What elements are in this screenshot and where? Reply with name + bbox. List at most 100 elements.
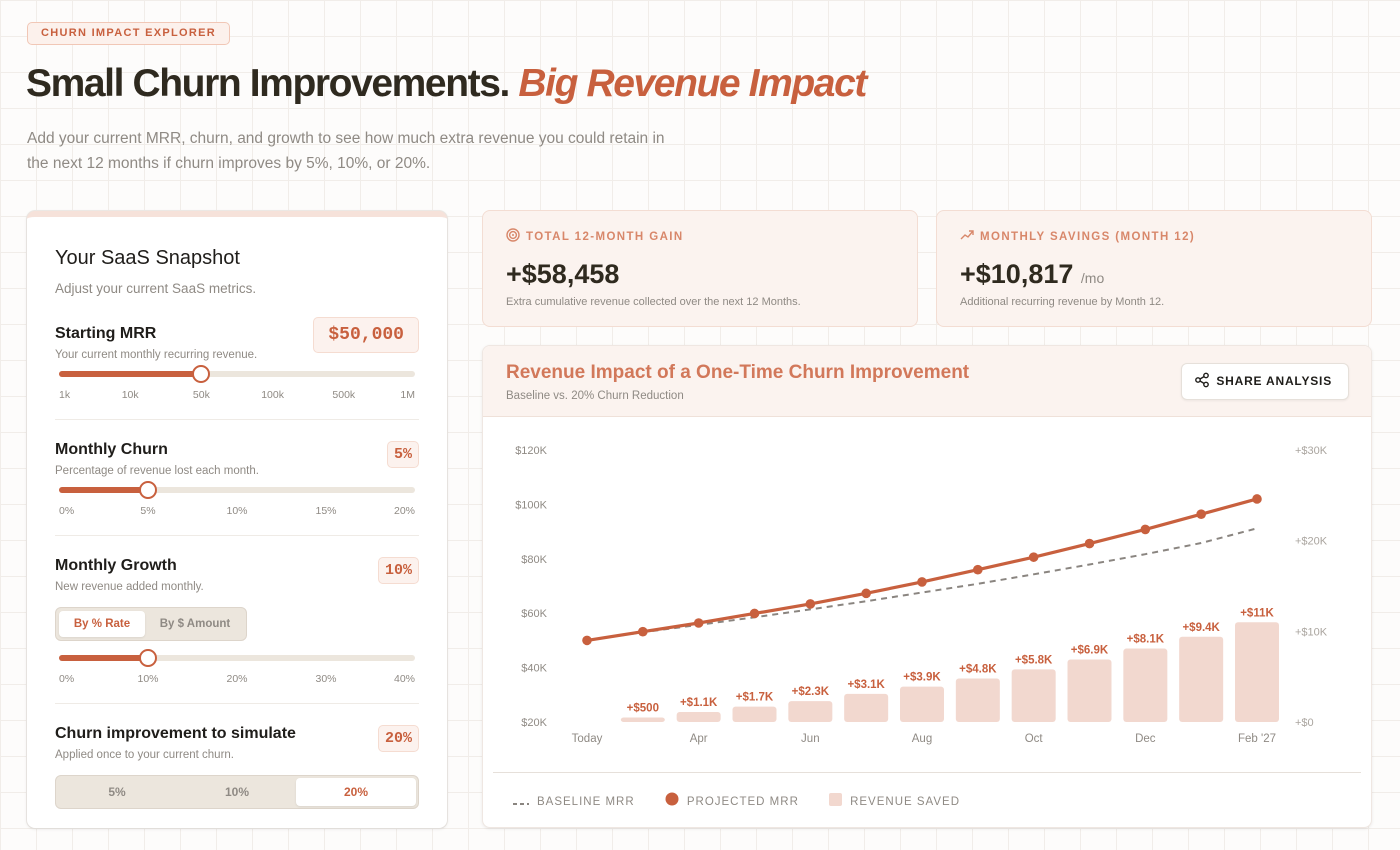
monthly-savings-amount: +$10,817 [960, 259, 1074, 289]
mrr-slider-thumb[interactable] [192, 365, 211, 383]
improvement-value: 20% [377, 725, 419, 752]
y-axis-left-tick: $40K [521, 663, 547, 675]
growth-value[interactable]: 10% [377, 557, 419, 584]
x-axis-tick: Feb '27 [1238, 733, 1276, 745]
legend-saved-swatch [829, 793, 843, 806]
revenue-saved-bar [1235, 622, 1279, 722]
improvement-desc: Applied once to your current churn. [55, 749, 234, 761]
projected-mrr-point [749, 608, 760, 619]
legend-projected-swatch [665, 792, 679, 806]
slider-tick-label: 5% [140, 505, 156, 517]
revenue-saved-bar [1179, 636, 1224, 722]
page-subtitle: Add your current MRR, churn, and growth … [27, 130, 665, 172]
churn-slider[interactable] [59, 481, 415, 499]
churn-metric: Monthly Churn Percentage of revenue lost… [55, 441, 419, 477]
revenue-saved-bar [676, 712, 721, 722]
bar-data-label: +$4.8K [959, 663, 997, 675]
revenue-saved-bar [1123, 648, 1168, 722]
x-axis-tick: Today [572, 733, 603, 745]
projected-mrr-point [693, 618, 704, 628]
bar-data-label: +$9.4K [1182, 622, 1220, 634]
projected-mrr-point [1140, 524, 1151, 535]
monthly-savings-desc: Additional recurring revenue by Month 12… [960, 296, 1165, 308]
slider-tick-label: 0% [59, 505, 75, 517]
projected-mrr-point [973, 564, 983, 575]
churn-desc: Percentage of revenue lost each month. [55, 465, 259, 477]
mrr-slider-fill [59, 371, 202, 377]
mrr-metric: Starting MRR Your current monthly recurr… [55, 317, 419, 361]
churn-slider-thumb[interactable] [139, 481, 157, 499]
mrr-label: Starting MRR [55, 325, 157, 342]
improvement-option-20[interactable]: 20% [296, 778, 416, 806]
growth-mode-toggle: By % Rate By $ Amount [55, 607, 247, 641]
improvement-metric: Churn improvement to simulate Applied on… [55, 725, 419, 761]
growth-metric: Monthly Growth New revenue added monthly… [55, 557, 419, 593]
slider-tick-label: 500k [332, 389, 356, 401]
monthly-savings-label: MONTHLY SAVINGS (MONTH 12) [960, 228, 1195, 243]
x-axis-tick: Oct [1025, 733, 1044, 745]
toggle-by-rate[interactable]: By % Rate [59, 611, 145, 637]
revenue-saved-bar [900, 686, 944, 722]
mrr-ticks: 1k 10k 50k 100k 500k 1M [59, 389, 415, 403]
projected-mrr-line [586, 497, 1258, 642]
bar-data-label: +$500 [627, 702, 659, 714]
bar-data-label: +$5.8K [1015, 654, 1053, 666]
x-axis-tick: Jun [801, 733, 820, 745]
legend-saved: REVENUE SAVED [829, 793, 960, 808]
growth-ticks: 0% 10% 20% 30% 40% [59, 673, 415, 687]
legend-projected-label: PROJECTED MRR [686, 796, 799, 808]
chart-legend: BASELINE MRR PROJECTED MRR REVENUE SAVED [513, 792, 986, 808]
revenue-saved-bar [732, 706, 777, 722]
monthly-savings-unit: /mo [1080, 270, 1105, 286]
slider-tick-label: 10% [137, 673, 159, 685]
y-axis-right-tick: +$10K [1295, 626, 1328, 638]
churn-ticks: 0% 5% 10% 15% 20% [59, 505, 415, 519]
growth-slider-thumb[interactable] [139, 649, 157, 667]
mrr-slider[interactable] [59, 365, 415, 383]
bar-data-label: +$1.7K [736, 692, 774, 704]
legend-saved-label: REVENUE SAVED [850, 796, 961, 808]
bar-data-label: +$8.1K [1127, 634, 1165, 646]
page-title: Small Churn Improvements. Big Revenue Im… [26, 62, 867, 106]
mrr-desc: Your current monthly recurring revenue. [55, 349, 258, 361]
snapshot-subtitle: Adjust your current SaaS metrics. [55, 281, 257, 296]
slider-tick-label: 15% [315, 505, 337, 517]
growth-slider[interactable] [59, 649, 415, 667]
y-axis-left-tick: $120K [515, 445, 547, 457]
slider-tick-label: 20% [393, 505, 415, 517]
projected-mrr-point [861, 588, 871, 599]
projected-mrr-point [582, 635, 592, 646]
total-gain-desc: Extra cumulative revenue collected over … [506, 296, 801, 308]
x-axis-tick: Apr [690, 733, 708, 745]
total-gain-label: TOTAL 12-MONTH GAIN [506, 228, 684, 243]
snapshot-title: Your SaaS Snapshot [55, 247, 240, 269]
y-axis-right-tick: +$0 [1295, 717, 1314, 729]
y-axis-left-tick: $100K [515, 499, 547, 511]
share-analysis-button[interactable]: SHARE ANALYSIS [1181, 363, 1349, 400]
projected-mrr-point [805, 599, 816, 609]
slider-tick-label: 20% [226, 673, 248, 685]
chart-card: Revenue Impact of a One-Time Churn Impro… [482, 345, 1372, 828]
growth-slider-fill [59, 655, 148, 661]
slider-tick-label: 100k [261, 389, 284, 401]
projected-mrr-point [917, 577, 927, 587]
total-gain-label-text: TOTAL 12-MONTH GAIN [526, 231, 684, 243]
mrr-value[interactable]: $50,000 [313, 317, 419, 353]
improvement-option-10[interactable]: 10% [224, 785, 250, 799]
revenue-saved-bar [1011, 669, 1056, 722]
toggle-by-amount[interactable]: By $ Amount [159, 618, 231, 630]
divider [55, 703, 419, 704]
divider [55, 535, 419, 536]
divider [55, 419, 419, 420]
y-axis-left-tick: $20K [521, 717, 547, 729]
legend-projected: PROJECTED MRR [665, 792, 799, 808]
churn-slider-fill [59, 487, 148, 493]
y-axis-right-tick: +$20K [1295, 536, 1328, 548]
improvement-option-5[interactable]: 5% [108, 785, 126, 799]
total-gain-card: TOTAL 12-MONTH GAIN +$58,458 Extra cumul… [482, 210, 918, 327]
projected-mrr-point [1196, 509, 1206, 519]
bar-data-label: +$3.1K [847, 679, 885, 691]
title-main: Small Churn Improvements. [26, 62, 510, 105]
churn-value[interactable]: 5% [386, 441, 419, 468]
target-icon [506, 228, 520, 242]
